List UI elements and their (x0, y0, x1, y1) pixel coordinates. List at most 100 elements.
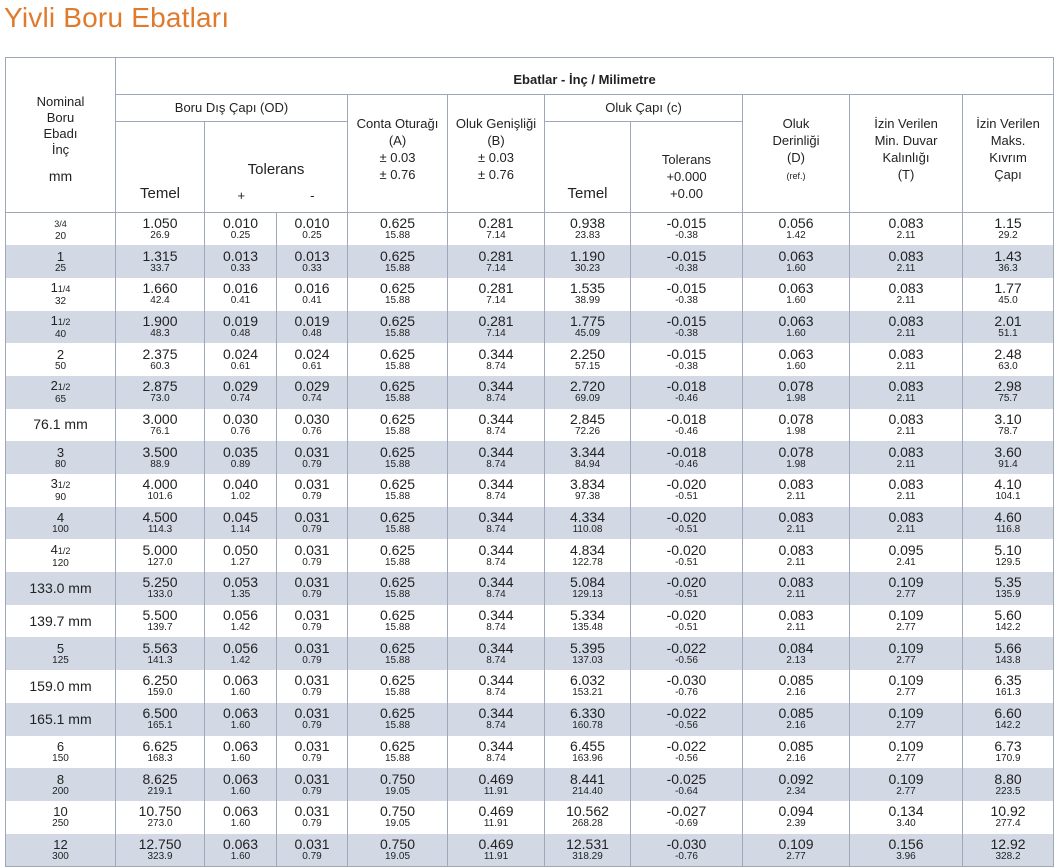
value-mm: 135.48 (572, 622, 603, 634)
nominal-size-cell: 8 200 (5, 768, 116, 801)
value-inch: 0.344 (478, 410, 514, 427)
value-mm: 8.74 (486, 393, 506, 405)
value-inch: 4.60 (994, 509, 1022, 526)
value-cell-tp: 0.019 0.48 (204, 310, 277, 344)
value-mm: 57.15 (574, 360, 601, 372)
value-inch: 0.625 (379, 345, 416, 362)
value-mm: 268.28 (572, 818, 603, 830)
value-mm: 23.83 (574, 230, 601, 242)
value-mm: 159.0 (147, 687, 173, 699)
value-mm: 129.5 (995, 556, 1021, 568)
value-cell-tp: 0.040 1.02 (204, 474, 277, 507)
header-oluk-cap-group: Oluk Çapı (c) (544, 94, 743, 122)
value-cell-d: 0.063 1.60 (742, 310, 850, 344)
header-oluk-gen-line1: Oluk Genişliği (455, 116, 537, 131)
value-cell-ct: -0.015 -0.38 (630, 245, 743, 278)
header-oluk-gen-line2: (B) (487, 133, 505, 148)
nominal-size-cell: 165.1 mm (5, 702, 116, 736)
value-inch: 0.029 (294, 378, 330, 395)
value-inch: 0.063 (778, 312, 814, 329)
table-row: 12 300 12.750 323.9 0.063 1.60 0.031 0.79 0.750 1… (5, 833, 1055, 867)
value-cell-b: 0.344 8.74 (447, 343, 545, 376)
value-mm: 30.23 (574, 262, 601, 274)
nominal-size-inch: 10 (6, 805, 115, 818)
value-cell-tm: 0.031 0.79 (276, 539, 348, 573)
value-mm: 0.79 (302, 524, 322, 536)
value-mm: 15.88 (384, 720, 411, 732)
value-mm: 2.11 (896, 295, 916, 307)
value-inch: 0.938 (569, 215, 606, 232)
value-mm: 0.89 (230, 458, 251, 470)
value-inch: 1.660 (142, 280, 178, 297)
value-cell-c: 10.562 268.28 (544, 800, 631, 834)
value-mm: 142.2 (995, 720, 1021, 732)
value-cell-od: 1.900 48.3 (115, 310, 205, 344)
header-oluk-gen-line4: ± 0.76 (477, 167, 515, 182)
value-cell-b: 0.344 8.74 (447, 637, 545, 671)
value-inch: 3.60 (994, 443, 1022, 460)
nominal-size-inch-whole: 5 (56, 640, 65, 656)
value-mm: 0.41 (230, 295, 251, 307)
value-inch: 6.455 (569, 737, 606, 754)
nominal-size-cell: 2 50 (5, 343, 116, 376)
value-inch: 0.750 (379, 770, 416, 787)
value-mm: 1.60 (786, 295, 806, 307)
value-cell-c: 2.720 69.09 (544, 375, 631, 409)
value-mm: 7.14 (486, 262, 506, 274)
value-mm: 1.35 (230, 589, 251, 601)
value-mm: 214.40 (572, 785, 603, 797)
value-mm: 19.05 (384, 785, 411, 797)
value-mm: -0.76 (675, 850, 698, 862)
value-mm: 0.79 (302, 556, 322, 568)
value-mm: 8.74 (486, 752, 506, 764)
table-row: 2 50 2.375 60.3 0.024 0.61 0.024 0.61 0.625 15.88… (5, 343, 1055, 376)
value-inch: 3.344 (569, 443, 606, 460)
value-cell-ct: -0.020 -0.51 (630, 506, 743, 540)
value-mm: 133.0 (147, 589, 173, 601)
header-oluk-cap-tol-line3: +0.00 (670, 186, 703, 201)
nominal-size-inch-whole: 6 (56, 738, 65, 754)
nominal-size-inch-whole: 10 (53, 804, 68, 820)
value-mm: 2.11 (786, 589, 806, 601)
value-mm: 1.27 (230, 556, 251, 568)
table-row: 11/2 40 1.900 48.3 0.019 0.48 0.019 0.48 0.625 15… (5, 310, 1055, 344)
header-duvar-line1: İzin Verilen (874, 116, 938, 131)
value-inch: 2.845 (569, 410, 606, 427)
value-inch: 0.625 (379, 509, 416, 526)
value-mm: 163.96 (572, 752, 603, 764)
value-cell-c: 0.938 23.83 (544, 212, 631, 246)
value-cell-ct: -0.027 -0.69 (630, 800, 743, 834)
value-cell-d: 0.085 2.16 (742, 670, 850, 703)
header-od-tolerance: Tolerans + - (204, 121, 348, 213)
value-inch: 4.834 (569, 541, 606, 558)
value-inch: 0.625 (379, 215, 416, 232)
value-mm: 69.09 (574, 393, 601, 405)
nominal-size-mm: 76.1 mm (33, 416, 88, 433)
table-row: 11/4 32 1.660 42.4 0.016 0.41 0.016 0.41 0.625 15… (5, 277, 1055, 311)
header-derinlik-line1: Oluk (782, 116, 810, 131)
table-row: 165.1 mm 6.500 165.1 0.063 1.60 0.031 0.79 0.62… (5, 702, 1055, 736)
value-cell-d: 0.084 2.13 (742, 637, 850, 671)
value-inch: 0.083 (888, 345, 924, 362)
nominal-size-inch-whole: 4 (56, 510, 65, 526)
nominal-size-dn: 300 (52, 850, 69, 862)
value-cell-od: 6.500 165.1 (115, 702, 205, 736)
value-cell-t: 0.083 2.11 (849, 212, 963, 246)
value-cell-t: 0.083 2.11 (849, 277, 963, 311)
value-inch: 0.030 (222, 410, 259, 427)
value-mm: 137.03 (572, 654, 603, 666)
value-inch: 12.750 (138, 835, 182, 852)
value-mm: 78.7 (998, 425, 1018, 437)
value-cell-tp: 0.063 1.60 (204, 768, 277, 801)
value-mm: 323.9 (147, 850, 173, 862)
value-mm: 139.7 (147, 622, 173, 634)
value-cell-t: 0.109 2.77 (849, 735, 963, 769)
value-inch: 0.083 (888, 509, 924, 526)
nominal-size-inch: 31/2 (6, 477, 115, 492)
value-inch: 0.469 (478, 803, 514, 820)
value-inch: 0.344 (478, 574, 514, 591)
header-od-plus: + (237, 188, 246, 203)
value-inch: -0.030 (666, 672, 707, 689)
value-mm: 2.11 (896, 458, 916, 470)
value-cell-ct: -0.020 -0.51 (630, 474, 743, 507)
